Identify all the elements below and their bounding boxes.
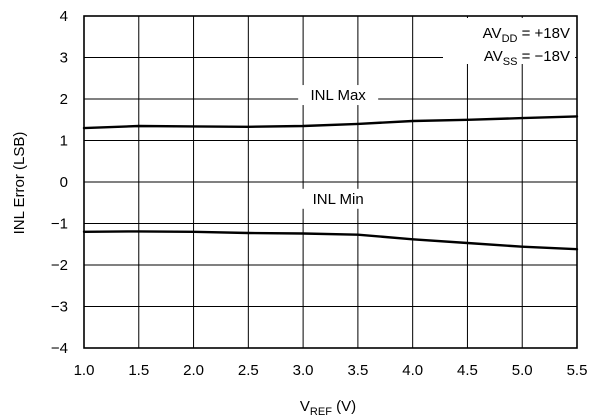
x-tick-label: 2.0 [183,362,204,379]
plot-frame [83,15,578,349]
y-axis-label: INL Error (LSB) [11,132,28,235]
y-tick-label: −2 [51,257,68,274]
x-tick-label: 1.5 [128,362,149,379]
series-label-inl-max: INL Max [311,87,367,104]
y-tick-label: −4 [51,340,68,357]
avss-annotation: AVSS = −18V [484,48,570,68]
y-tick-label: −3 [51,299,68,316]
y-tick-label: 3 [60,50,68,67]
x-tick-label: 5.5 [567,362,588,379]
x-axis-label: VREF (V) [300,398,356,416]
y-tick-labels: 4 3 2 1 0 −1 −2 −3 −4 [51,8,68,357]
supply-annotation: AVDD = +18V AVSS = −18V [443,18,575,68]
y-tick-label: 1 [60,133,68,150]
x-tick-label: 5.0 [512,362,533,379]
series-label-bg [298,85,379,106]
series-label-bg [298,188,379,209]
series-labels: INL Max INL Min [298,85,379,209]
x-tick-labels: 1.0 1.5 2.0 2.5 3.0 3.5 4.0 4.5 5.0 5.5 [74,362,588,379]
x-tick-label: 1.0 [74,362,95,379]
avdd-annotation: AVDD = +18V [483,25,570,45]
x-tick-label: 4.0 [402,362,423,379]
x-tick-label: 3.0 [293,362,314,379]
y-tick-label: 2 [60,91,68,108]
series-line-inl-max [82,115,579,130]
y-tick-label: 4 [60,8,68,25]
y-tick-label: −1 [51,216,68,233]
x-tick-label: 3.5 [347,362,368,379]
series-label-inl-min: INL Min [313,191,364,208]
y-tick-label: 0 [60,174,68,191]
series-lines [82,115,579,251]
x-tick-label: 2.5 [238,362,259,379]
series-line-inl-min [82,230,579,251]
x-tick-label: 4.5 [457,362,478,379]
